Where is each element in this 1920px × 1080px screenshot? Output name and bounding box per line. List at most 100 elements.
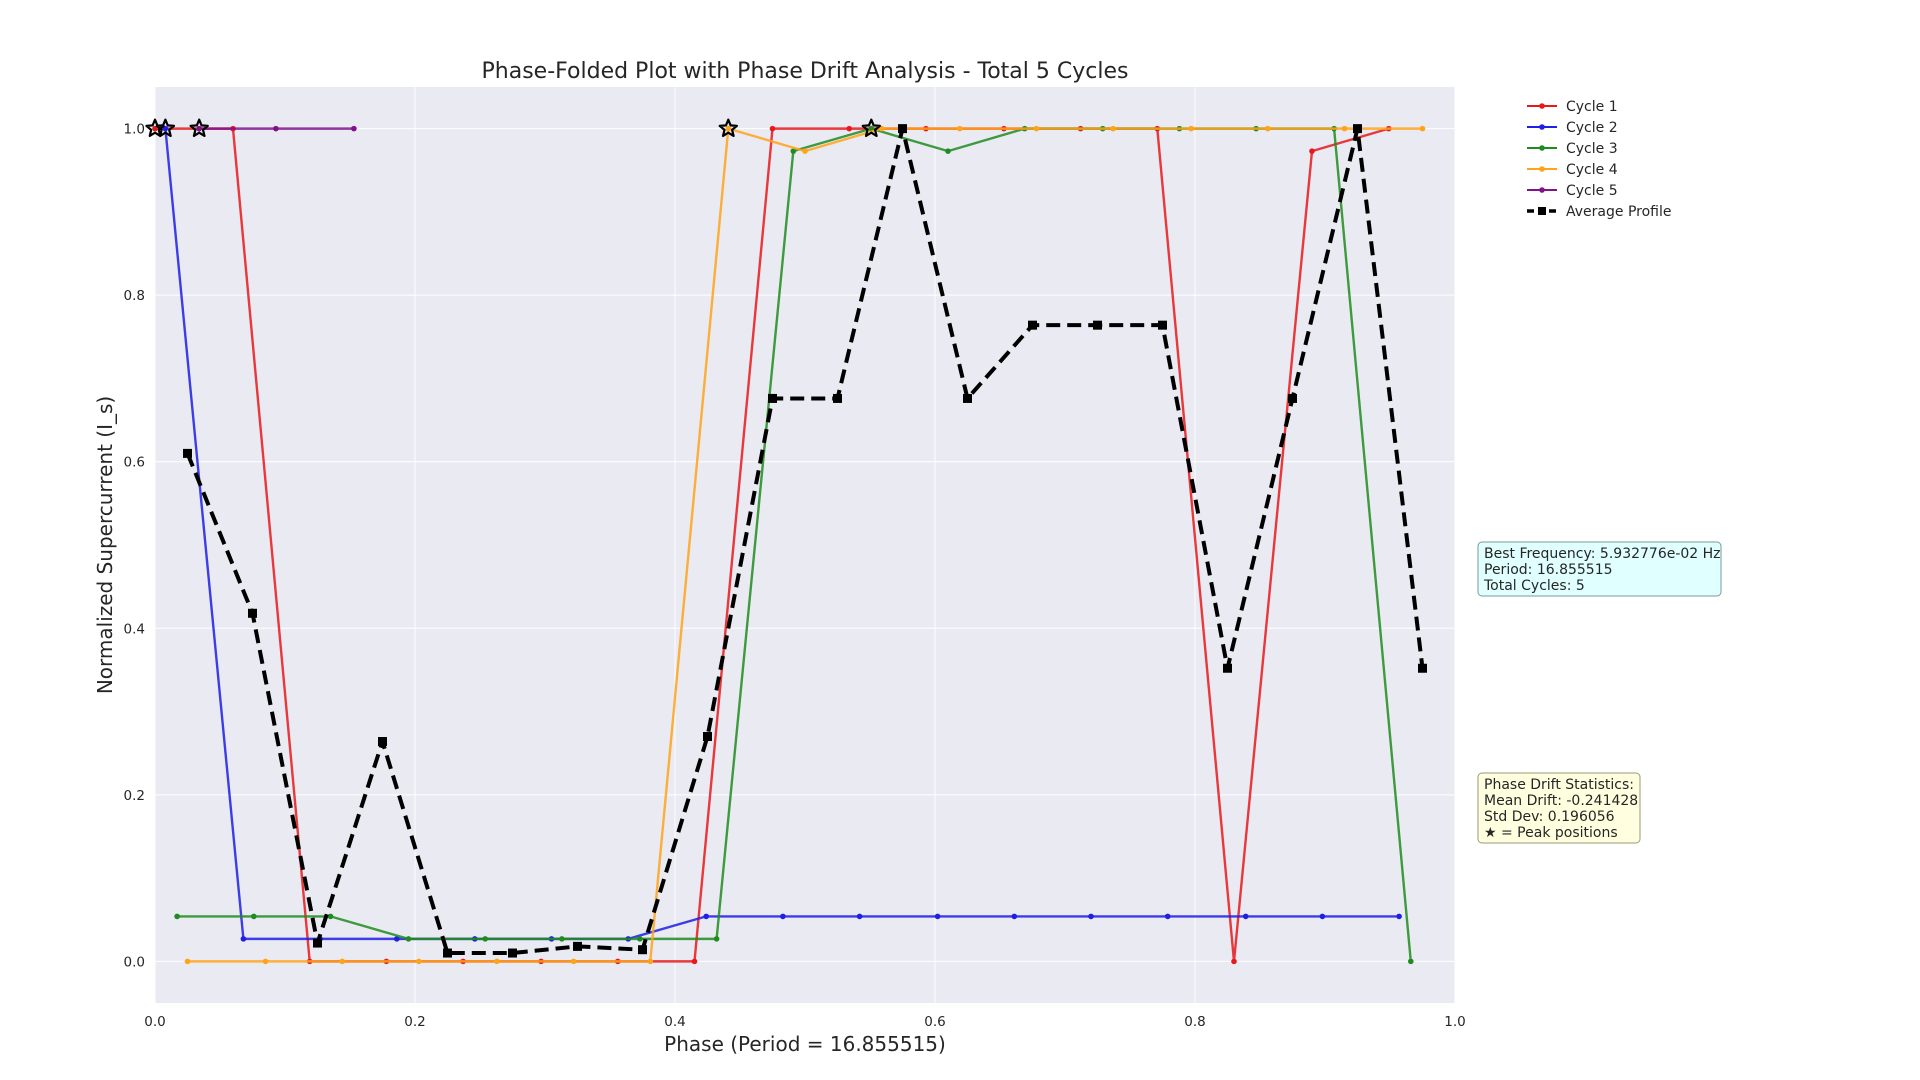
y-tick-label: 0.0 bbox=[124, 954, 145, 970]
legend: Cycle 1 Cycle 2 Cycle 3 Cycle 4 Cycle 5 Avera… bbox=[1527, 99, 1671, 220]
legend-item-average-profile: Average Profile bbox=[1527, 204, 1671, 220]
data-point bbox=[802, 148, 808, 154]
data-point bbox=[174, 913, 180, 920]
data-point bbox=[251, 913, 257, 920]
y-axis-ticks: 0.0 0.2 0.4 0.6 0.8 1.0 bbox=[124, 122, 145, 971]
series-line-average-profile bbox=[185, 126, 1425, 956]
y-axis-label: Normalized Supercurrent (I_s) bbox=[93, 396, 117, 694]
data-point bbox=[327, 913, 334, 920]
data-point bbox=[570, 958, 577, 965]
best-frequency-text: Best Frequency: 5.932776e-02 Hz bbox=[1484, 546, 1721, 562]
legend-item-cycle-2: Cycle 2 bbox=[1527, 120, 1618, 136]
average-point bbox=[768, 393, 777, 403]
legend-marker bbox=[1539, 103, 1545, 109]
data-point bbox=[1033, 125, 1040, 132]
frequency-info-box: Best Frequency: 5.932776e-02 Hz Period: … bbox=[1477, 541, 1722, 597]
data-point bbox=[956, 125, 963, 132]
data-point bbox=[691, 958, 698, 965]
data-point bbox=[1231, 958, 1237, 965]
data-point bbox=[713, 936, 720, 942]
data-point bbox=[1419, 125, 1426, 132]
data-point bbox=[1319, 913, 1326, 920]
data-point bbox=[780, 913, 786, 920]
data-point bbox=[945, 148, 951, 154]
x-tick-label: 0.6 bbox=[924, 1014, 945, 1030]
y-tick-label: 0.6 bbox=[124, 455, 145, 471]
average-point bbox=[313, 938, 322, 948]
x-axis-label: Phase (Period = 16.855515) bbox=[664, 1032, 946, 1056]
data-point bbox=[1011, 913, 1018, 920]
data-point bbox=[1188, 125, 1194, 132]
data-point bbox=[637, 936, 643, 942]
average-point bbox=[963, 393, 972, 403]
data-point bbox=[405, 936, 412, 942]
data-point bbox=[1341, 125, 1348, 132]
data-point bbox=[790, 148, 797, 154]
average-point bbox=[833, 393, 842, 403]
data-point bbox=[394, 936, 400, 942]
average-point bbox=[573, 941, 582, 951]
x-tick-label: 1.0 bbox=[1444, 1014, 1465, 1030]
series-average-profile bbox=[183, 124, 1427, 958]
legend-item-cycle-1: Cycle 1 bbox=[1527, 99, 1618, 115]
average-point bbox=[703, 732, 712, 742]
average-point bbox=[1418, 663, 1427, 673]
x-tick-label: 0.8 bbox=[1184, 1014, 1205, 1030]
x-tick-label: 0.0 bbox=[144, 1014, 165, 1030]
data-point bbox=[1396, 913, 1402, 920]
average-point bbox=[1028, 320, 1037, 330]
data-point bbox=[262, 958, 269, 965]
peak-star-marker bbox=[718, 118, 738, 138]
data-point bbox=[856, 913, 863, 920]
average-point bbox=[1288, 393, 1297, 403]
data-point bbox=[152, 125, 158, 132]
data-point bbox=[273, 125, 279, 132]
legend-marker bbox=[1539, 124, 1545, 130]
average-point bbox=[1093, 320, 1102, 330]
data-point bbox=[1110, 125, 1116, 132]
series-layer bbox=[152, 124, 1427, 965]
data-point bbox=[494, 958, 500, 965]
average-point bbox=[183, 448, 192, 458]
total-cycles-text: Total Cycles: 5 bbox=[1483, 578, 1585, 594]
std-dev-text: Std Dev: 0.196056 bbox=[1484, 809, 1615, 825]
drift-statistics-box: Phase Drift Statistics: Mean Drift: -0.2… bbox=[1477, 772, 1641, 844]
peak-star-marker bbox=[861, 118, 881, 138]
data-point bbox=[482, 936, 489, 942]
average-point bbox=[1158, 320, 1167, 330]
y-tick-label: 0.8 bbox=[124, 288, 145, 304]
legend-item-cycle-4: Cycle 4 bbox=[1527, 162, 1618, 178]
legend-label: Cycle 1 bbox=[1566, 99, 1618, 115]
legend-label: Cycle 4 bbox=[1566, 162, 1618, 178]
data-point bbox=[339, 958, 346, 965]
legend-marker bbox=[1539, 187, 1545, 193]
drift-stats-heading: Phase Drift Statistics: bbox=[1484, 777, 1634, 793]
data-point bbox=[846, 125, 852, 132]
series-cycle-4 bbox=[184, 125, 1426, 965]
period-text: Period: 16.855515 bbox=[1484, 562, 1613, 578]
legend-item-cycle-5: Cycle 5 bbox=[1527, 183, 1618, 199]
peak-legend-note: ★ = Peak positions bbox=[1484, 825, 1618, 841]
average-point bbox=[378, 737, 387, 747]
series-cycle-5 bbox=[196, 125, 357, 132]
data-point bbox=[934, 913, 941, 920]
data-point bbox=[240, 936, 247, 942]
legend-marker bbox=[1539, 145, 1545, 151]
peak-star-marker bbox=[145, 118, 165, 138]
average-point bbox=[508, 948, 517, 958]
data-point bbox=[647, 958, 654, 965]
data-point bbox=[1164, 913, 1171, 920]
data-point bbox=[769, 125, 776, 132]
chart-title: Phase-Folded Plot with Phase Drift Analy… bbox=[482, 59, 1129, 84]
data-point bbox=[416, 958, 422, 965]
data-point bbox=[1265, 125, 1271, 132]
data-point bbox=[351, 125, 357, 132]
data-point bbox=[703, 913, 709, 920]
legend-item-cycle-3: Cycle 3 bbox=[1527, 141, 1618, 157]
data-point bbox=[1242, 913, 1249, 920]
plot-area bbox=[155, 87, 1455, 1003]
mean-drift-text: Mean Drift: -0.241428 bbox=[1484, 793, 1638, 809]
average-point bbox=[443, 948, 452, 958]
legend-label: Cycle 5 bbox=[1566, 183, 1618, 199]
